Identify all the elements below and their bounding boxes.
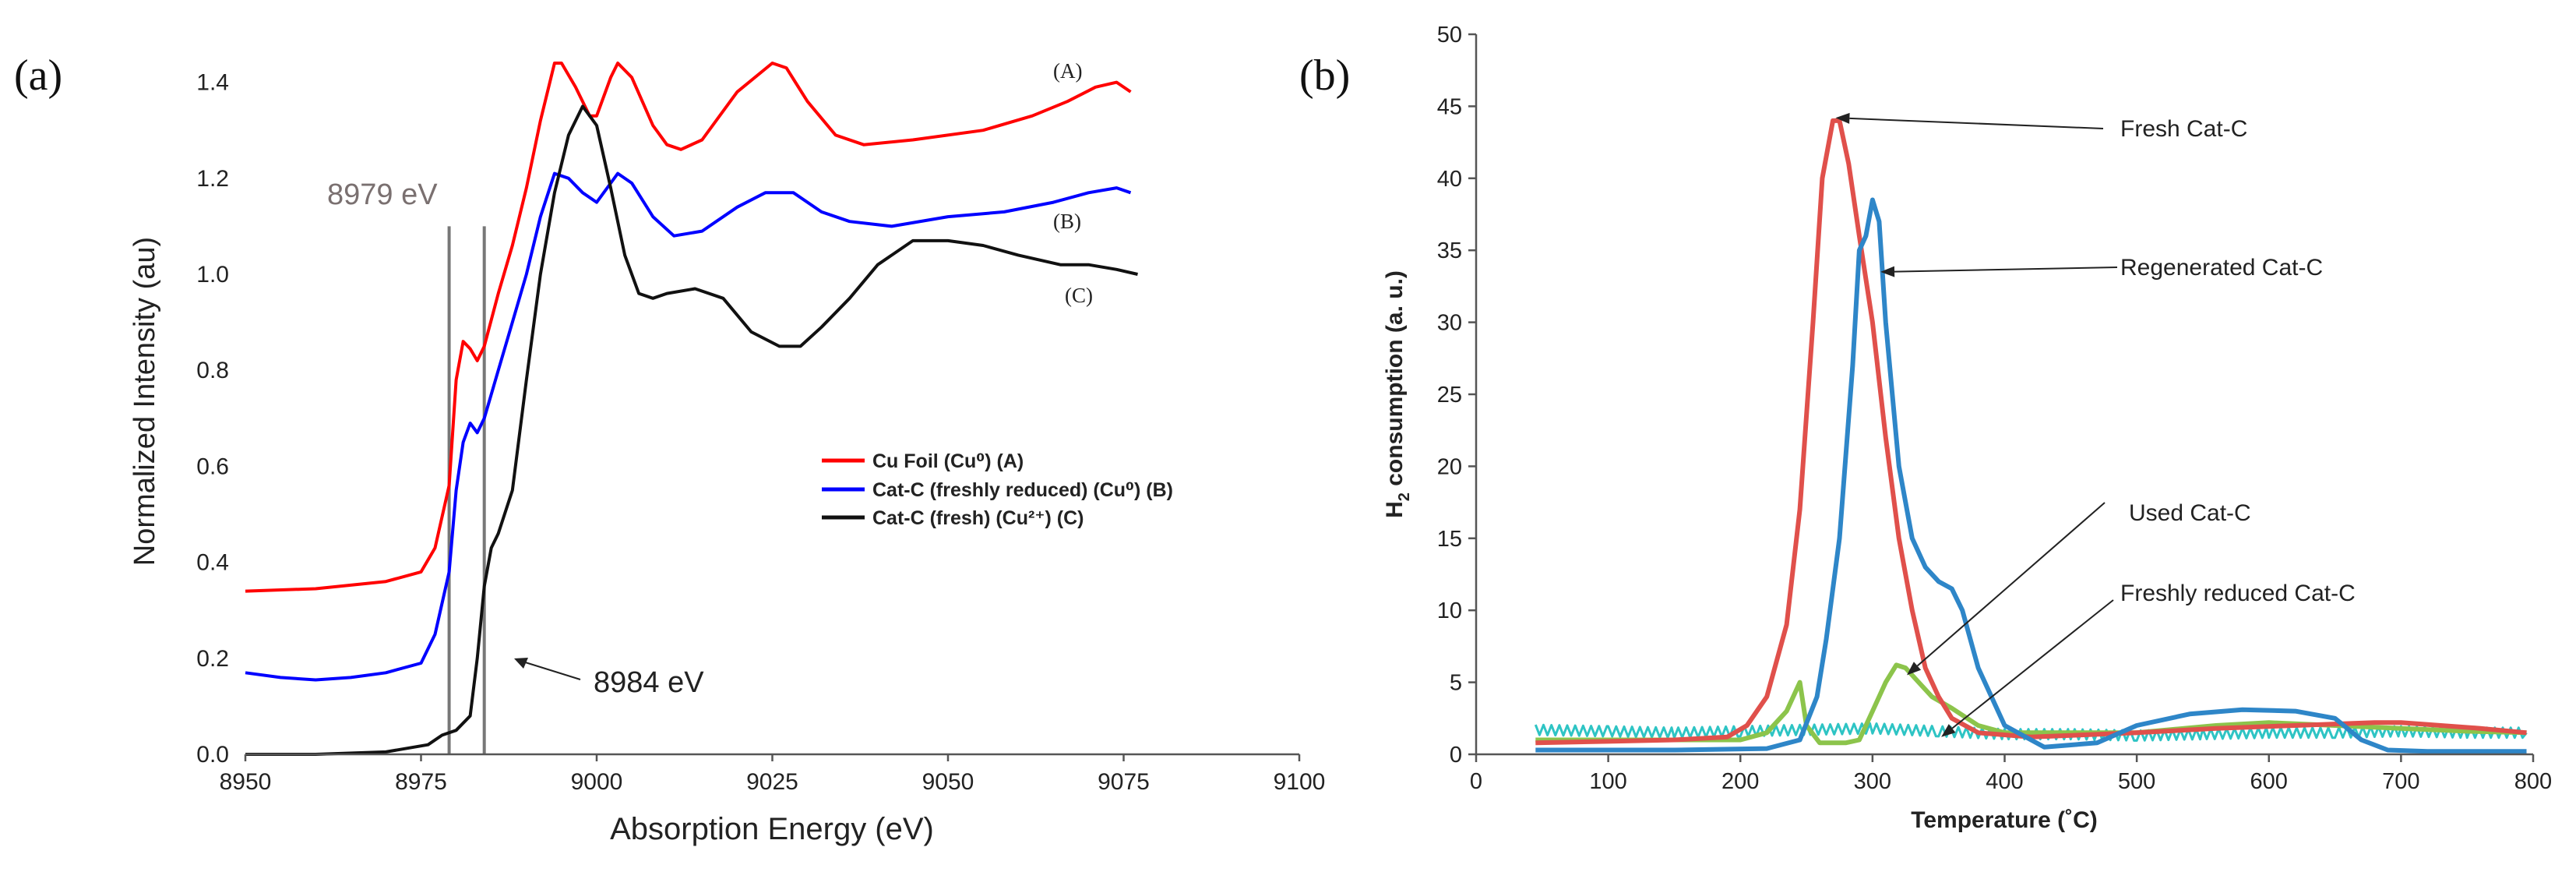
curve-label-a: (A) (1053, 59, 1082, 83)
panel-a-y-ticks: 0.0 0.2 0.4 0.6 0.8 1.0 1.2 1.4 (196, 70, 229, 768)
annotation-freshly-reduced-cat-c-group: Freshly reduced Cat-C (1941, 581, 2356, 737)
y-tick-label-1-4: 1.4 (196, 70, 229, 96)
panel-b-series (1534, 118, 2528, 754)
annotation-8979-ev: 8979 eV (327, 178, 438, 211)
annotation-fresh-cat-c-arrowhead (1835, 112, 1850, 124)
panel-b-x-ticks: 0 100 200 300 400 500 600 700 800 (1470, 754, 2552, 794)
annotation-8984-ev: 8984 eV (594, 666, 704, 699)
b-y-tick-label-5: 5 (1450, 671, 1462, 696)
y-tick-label-0-6: 0.6 (196, 454, 229, 479)
b-x-tick-label-100: 100 (1589, 769, 1626, 794)
y-tick-label-0-2: 0.2 (196, 646, 229, 672)
y-tick-label-0-0: 0.0 (196, 742, 229, 768)
b-y-tick-label-40: 40 (1437, 167, 1462, 192)
b-x-tick-label-0: 0 (1470, 769, 1482, 794)
b-y-tick-label-0: 0 (1450, 743, 1462, 768)
panel-b-y-axis-title-subscript: 2 (1396, 492, 1413, 501)
annotation-regenerated-cat-c: Regenerated Cat-C (2120, 255, 2323, 281)
x-tick-label-9025: 9025 (746, 769, 798, 795)
x-tick-label-8950: 8950 (220, 769, 272, 795)
x-tick-label-9000: 9000 (571, 769, 623, 795)
annotation-regenerated-cat-c-group: Regenerated Cat-C (1880, 255, 2323, 281)
y-tick-label-1-0: 1.0 (196, 262, 229, 288)
b-y-tick-label-45: 45 (1437, 94, 1462, 119)
panel-a-series (245, 62, 1138, 756)
annotation-freshly-reduced-cat-c-arrow (1951, 599, 2114, 729)
b-x-tick-label-400: 400 (1986, 769, 2023, 794)
b-y-tick-label-20: 20 (1437, 454, 1462, 479)
series-line-regenerated-cat-c (1535, 197, 2527, 754)
panel-a-curve-labels: (A) (B) (C) (1053, 59, 1093, 307)
annotation-freshly-reduced-cat-c: Freshly reduced Cat-C (2120, 581, 2356, 606)
edge-marker-lines (447, 226, 486, 754)
panel-a-x-axis-title: Absorption Energy (eV) (610, 812, 934, 846)
panel-b-label: (b) (1299, 51, 1350, 100)
x-tick-label-9050: 9050 (922, 769, 974, 795)
panel-b-y-axis-title-suffix: consumption (a. u.) (1382, 270, 1408, 492)
y-tick-label-0-8: 0.8 (196, 358, 229, 383)
panel-b-y-axis-title-prefix: H (1382, 501, 1408, 518)
b-y-tick-label-10: 10 (1437, 598, 1462, 623)
curve-label-c: (C) (1065, 284, 1093, 307)
legend-label-cat-c-freshly-reduced: Cat-C (freshly reduced) (Cu⁰) (B) (872, 479, 1173, 501)
b-x-tick-label-200: 200 (1721, 769, 1759, 794)
b-x-tick-label-700: 700 (2382, 769, 2419, 794)
panel-a-xanes-chart: (a) 8950 8975 9000 9025 9050 9075 9100 0.00.20… (14, 51, 1325, 846)
b-y-tick-label-50: 50 (1437, 23, 1462, 48)
annotation-freshly-reduced-cat-c-arrowhead (1941, 724, 1956, 737)
b-y-tick-label-25: 25 (1437, 383, 1462, 408)
series-line-used-cat-c (1535, 662, 2527, 746)
annotation-used-cat-c: Used Cat-C (2129, 500, 2251, 526)
panel-b-y-axis-title: H2 consumption (a. u.) (1382, 270, 1413, 518)
panel-a-y-axis-title: Normalized Intensity (au) (129, 237, 161, 566)
annotation-regenerated-cat-c-arrow (1894, 267, 2118, 273)
annotation-fresh-cat-c: Fresh Cat-C (2120, 116, 2247, 142)
curve-label-b: (B) (1053, 210, 1081, 233)
annotation-fresh-cat-c-group: Fresh Cat-C (1835, 112, 2247, 142)
panel-b-annotations: Fresh Cat-C Regenerated Cat-C Used Cat-C… (1835, 112, 2356, 737)
b-y-tick-label-15: 15 (1437, 527, 1462, 552)
annotation-fresh-cat-c-arrow (1849, 117, 2104, 129)
series-line-c (245, 104, 1138, 756)
series-line-a (245, 62, 1132, 593)
y-tick-label-1-2: 1.2 (196, 166, 229, 192)
b-x-tick-label-300: 300 (1854, 769, 1891, 794)
legend-label-cu-foil: Cu Foil (Cu⁰) (A) (872, 450, 1024, 472)
series-line-b (245, 171, 1132, 682)
annotation-regenerated-cat-c-arrowhead (1880, 266, 1895, 277)
b-x-tick-label-800: 800 (2514, 769, 2552, 794)
x-tick-label-8975: 8975 (395, 769, 447, 795)
panel-a-x-ticks: 8950 8975 9000 9025 9050 9075 9100 (220, 754, 1326, 795)
annotation-used-cat-c-arrowhead (1907, 662, 1922, 676)
series-line-fresh-cat-c (1535, 118, 2527, 746)
legend-label-cat-c-fresh: Cat-C (fresh) (Cu²⁺) (C) (872, 507, 1084, 529)
annotation-used-cat-c-arrow (1916, 502, 2106, 667)
y-tick-label-0-4: 0.4 (196, 550, 229, 576)
panel-b-tpr-chart: (b) 0 100 200 300 400 500 600 700 800 0510152025… (1299, 23, 2552, 833)
b-y-tick-label-35: 35 (1437, 238, 1462, 263)
x-tick-label-9075: 9075 (1098, 769, 1150, 795)
x-tick-label-9100: 9100 (1274, 769, 1326, 795)
annotation-8984-ev-leader (520, 660, 581, 680)
panel-b-x-axis-title: Temperature (˚C) (1911, 807, 2097, 833)
b-y-tick-label-30: 30 (1437, 311, 1462, 336)
annotation-used-cat-c-group: Used Cat-C (1907, 500, 2251, 676)
b-x-tick-label-500: 500 (2118, 769, 2155, 794)
panel-a-label: (a) (14, 51, 62, 100)
annotation-8984-ev-group: 8984 eV (514, 658, 704, 699)
panel-a-legend: Cu Foil (Cu⁰) (A) Cat-C (freshly reduced… (822, 450, 1173, 529)
b-x-tick-label-600: 600 (2250, 769, 2288, 794)
annotation-8984-ev-arrowhead (514, 658, 528, 669)
panel-b-y-ticks: 0 5 10 15 20 25 30 35 40 45 50 (1437, 23, 1476, 768)
